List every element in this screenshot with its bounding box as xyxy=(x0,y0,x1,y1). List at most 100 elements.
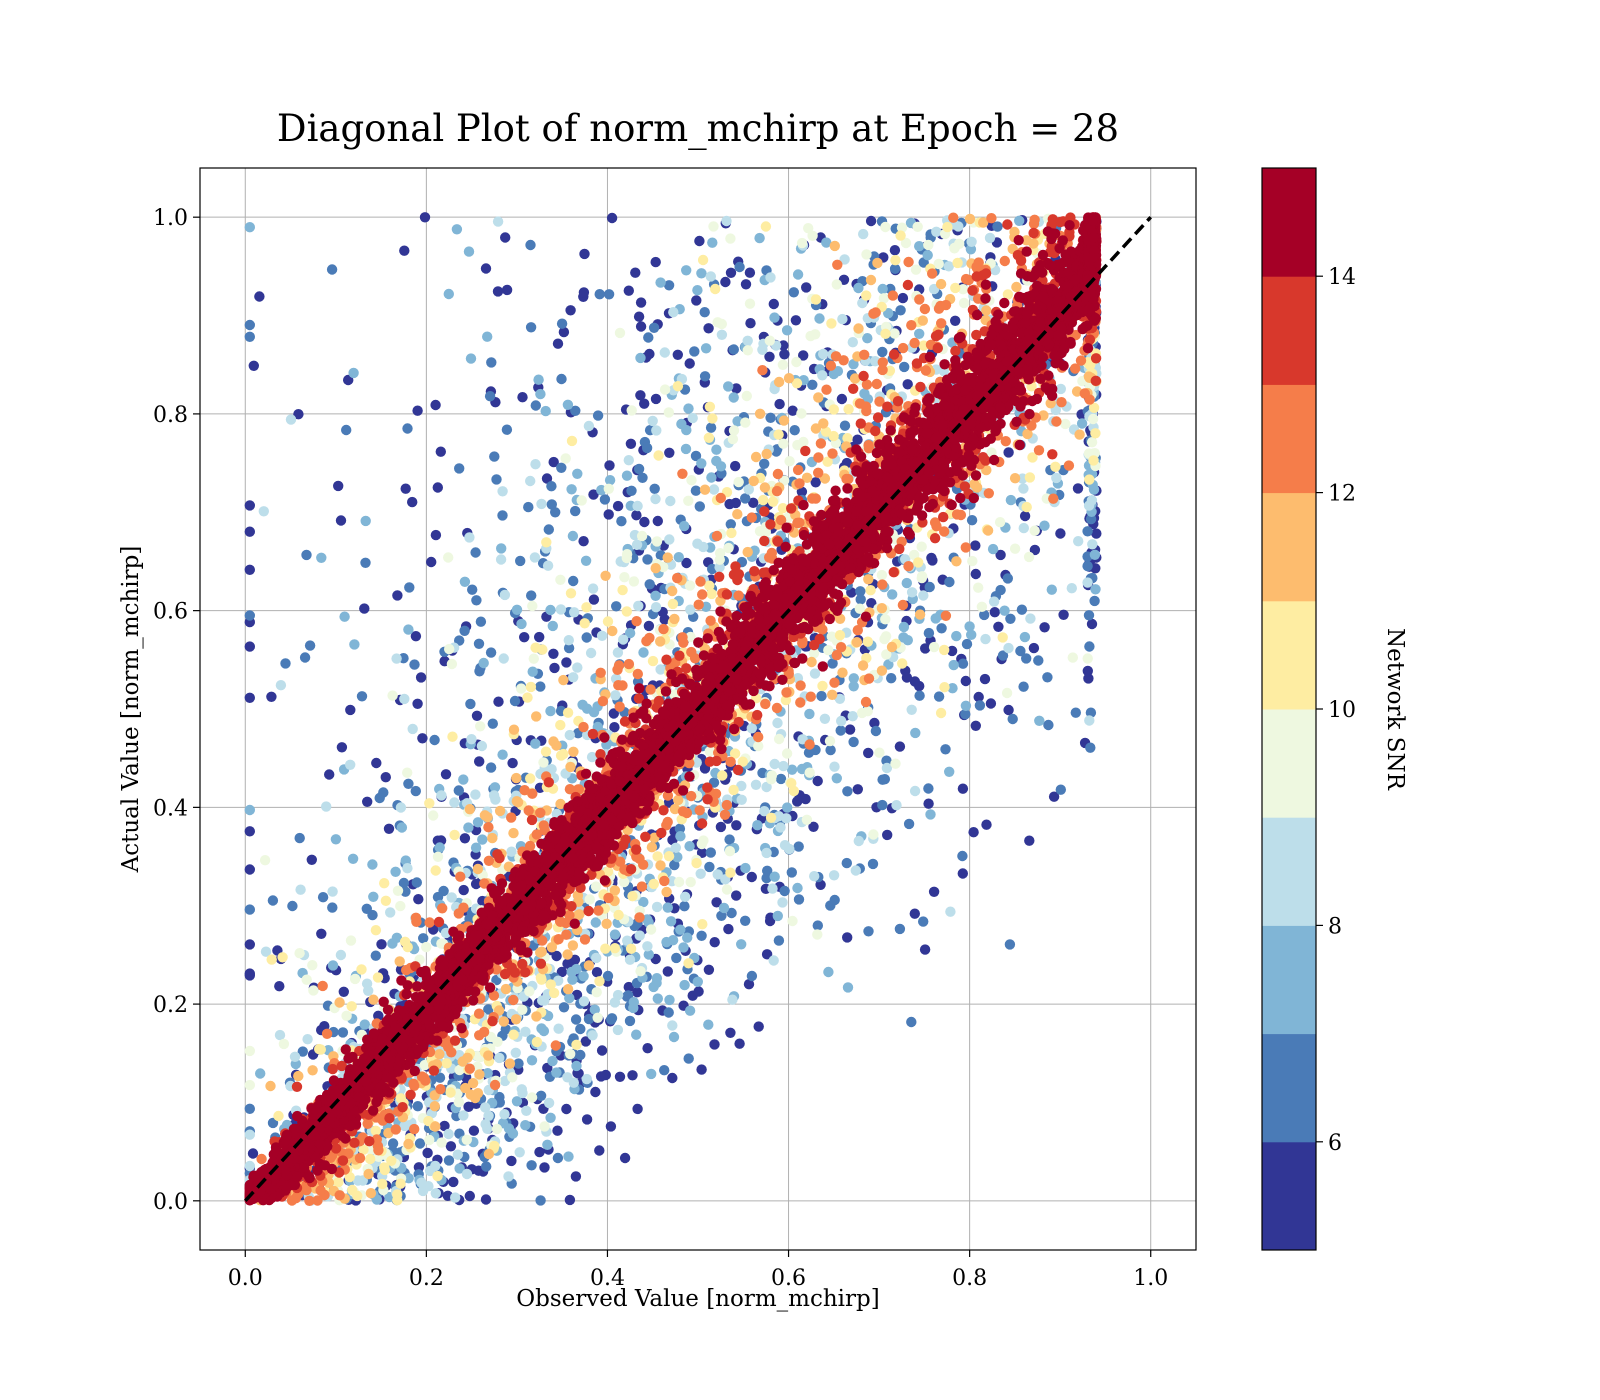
scatter-point xyxy=(880,614,891,625)
scatter-point xyxy=(877,579,888,590)
scatter-point xyxy=(525,322,537,333)
scatter-point xyxy=(668,307,679,318)
scatter-point xyxy=(464,1063,475,1074)
scatter-point xyxy=(667,834,678,846)
scatter-point xyxy=(465,698,476,710)
scatter-point xyxy=(407,496,418,508)
scatter-point xyxy=(558,1002,570,1013)
scatter-point xyxy=(500,232,511,243)
scatter-point xyxy=(356,964,367,975)
scatter-point xyxy=(703,1019,714,1030)
scatter-point xyxy=(244,641,255,652)
scatter-point xyxy=(570,1171,582,1182)
scatter-point xyxy=(681,807,693,819)
scatter-point xyxy=(334,1190,345,1201)
scatter-point xyxy=(483,822,494,833)
scatter-point xyxy=(258,506,269,517)
scatter-point xyxy=(244,904,255,915)
scatter-point xyxy=(948,212,959,223)
scatter-point xyxy=(620,834,631,845)
scatter-point xyxy=(1024,472,1036,483)
scatter-point xyxy=(399,936,411,947)
scatter-point xyxy=(1089,549,1101,560)
scatter-point xyxy=(587,583,599,594)
scatter-point xyxy=(664,447,675,458)
scatter-point xyxy=(693,599,704,610)
scatter-point xyxy=(458,774,469,785)
scatter-point xyxy=(1082,526,1093,537)
scatter-point xyxy=(697,589,708,600)
scatter-point xyxy=(807,379,818,390)
scatter-point xyxy=(684,358,695,369)
scatter-point xyxy=(1086,495,1098,506)
scatter-point xyxy=(566,901,577,912)
scatter-point xyxy=(1084,715,1095,726)
scatter-point xyxy=(592,410,604,421)
scatter-point xyxy=(899,361,910,373)
scatter-point xyxy=(1015,255,1027,266)
scatter-point xyxy=(769,871,780,882)
scatter-point xyxy=(694,805,705,816)
scatter-point xyxy=(882,829,893,841)
scatter-point xyxy=(967,285,978,296)
scatter-point xyxy=(993,621,1004,632)
scatter-point xyxy=(397,1102,408,1113)
scatter-point xyxy=(877,346,888,358)
scatter-point xyxy=(480,1194,492,1205)
scatter-point xyxy=(362,796,373,807)
scatter-point xyxy=(506,1155,517,1167)
scatter-point xyxy=(470,842,482,853)
scatter-point xyxy=(535,1195,546,1206)
scatter-point xyxy=(814,633,825,645)
scatter-point xyxy=(863,673,875,684)
scatter-point xyxy=(480,263,492,274)
scatter-point xyxy=(547,1055,558,1067)
scatter-point xyxy=(682,932,693,943)
scatter-point xyxy=(623,658,635,670)
scatter-point xyxy=(462,1052,473,1064)
scatter-point xyxy=(1021,501,1032,513)
scatter-point xyxy=(395,1093,406,1104)
scatter-point xyxy=(517,1004,528,1015)
scatter-point xyxy=(927,268,938,279)
scatter-point xyxy=(981,305,992,316)
scatter-point xyxy=(803,747,815,758)
scatter-point xyxy=(813,392,824,403)
scatter-point xyxy=(740,862,751,874)
scatter-point xyxy=(564,992,575,1004)
scatter-point xyxy=(497,486,508,497)
scatter-point xyxy=(1028,642,1040,654)
scatter-point xyxy=(857,660,869,671)
scatter-point xyxy=(1090,584,1101,595)
scatter-point xyxy=(542,1139,553,1151)
scatter-point xyxy=(859,388,870,399)
scatter-point xyxy=(448,1176,459,1188)
scatter-point xyxy=(583,905,594,917)
scatter-point xyxy=(399,245,410,256)
scatter-point xyxy=(1087,539,1098,550)
scatter-point xyxy=(957,658,969,669)
scatter-point xyxy=(957,783,969,794)
scatter-point xyxy=(1028,238,1039,249)
scatter-point xyxy=(768,955,779,966)
scatter-point xyxy=(880,328,891,339)
scatter-point xyxy=(244,319,255,331)
scatter-point xyxy=(786,867,797,878)
scatter-point xyxy=(634,930,645,941)
scatter-point xyxy=(877,364,888,376)
scatter-point xyxy=(848,673,859,684)
scatter-point xyxy=(902,379,913,390)
scatter-point xyxy=(360,515,371,527)
scatter-point xyxy=(474,1069,485,1080)
scatter-point xyxy=(1088,455,1099,466)
scatter-point xyxy=(285,414,297,425)
scatter-point xyxy=(709,937,720,948)
scatter-point xyxy=(658,623,669,635)
scatter-point xyxy=(400,483,411,494)
scatter-point xyxy=(761,448,772,460)
scatter-point xyxy=(525,475,536,487)
scatter-point xyxy=(753,731,764,743)
scatter-point xyxy=(520,967,531,978)
scatter-point xyxy=(662,902,673,913)
scatter-point xyxy=(464,804,475,815)
